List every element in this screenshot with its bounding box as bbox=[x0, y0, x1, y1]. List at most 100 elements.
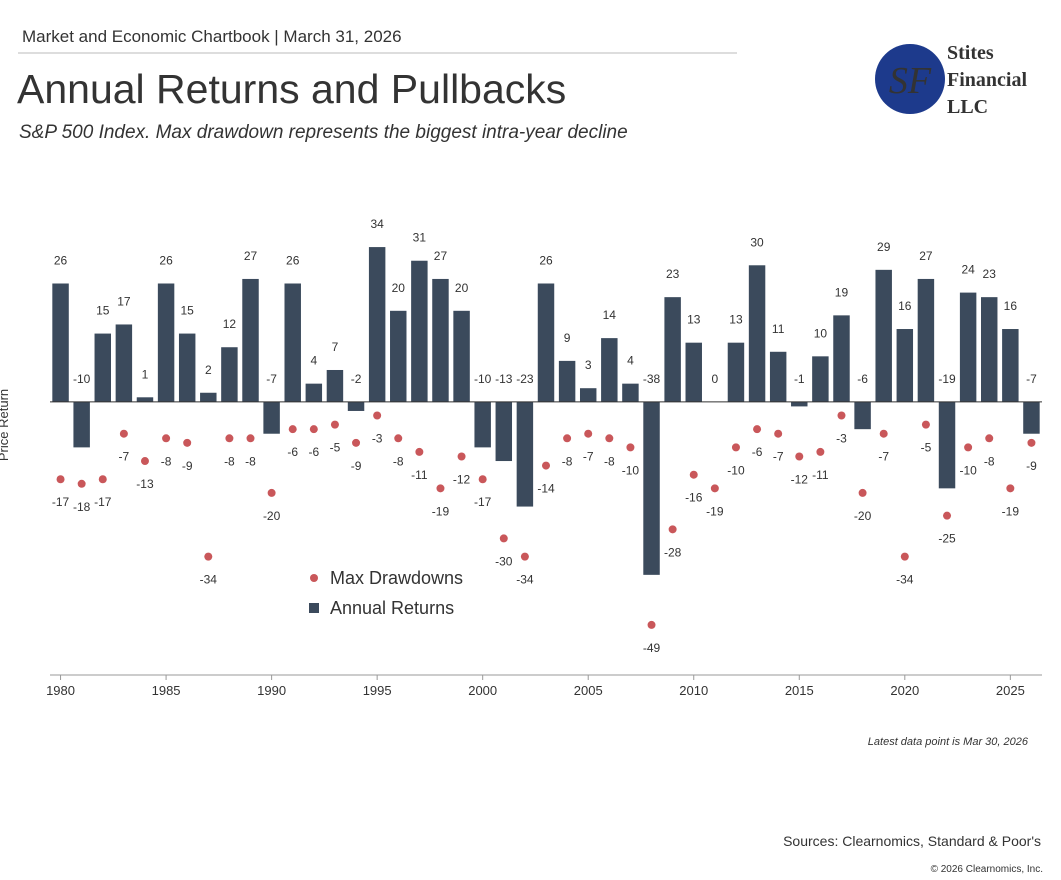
bar bbox=[52, 283, 69, 402]
bar-value-label: 19 bbox=[835, 285, 849, 299]
bar bbox=[305, 383, 323, 402]
bar bbox=[94, 333, 111, 402]
dot bbox=[816, 447, 825, 456]
bar bbox=[875, 269, 892, 402]
logo-circle bbox=[875, 44, 945, 114]
bar bbox=[157, 283, 175, 402]
bar-value-label: 4 bbox=[310, 354, 317, 368]
bar bbox=[474, 401, 491, 448]
bar bbox=[791, 401, 808, 407]
dot-value-label: -17 bbox=[94, 495, 112, 509]
dot-value-label: -11 bbox=[411, 468, 428, 482]
bar-value-label: 23 bbox=[983, 267, 997, 281]
dot bbox=[795, 452, 804, 461]
bar-value-label: 11 bbox=[772, 322, 785, 336]
dot bbox=[626, 443, 635, 452]
dot-value-label: -17 bbox=[52, 495, 70, 509]
x-tick-label: 2005 bbox=[574, 683, 603, 698]
x-tick-label: 2010 bbox=[679, 683, 708, 698]
copyright: © 2026 Clearnomics, Inc. bbox=[931, 864, 1043, 875]
dot-value-label: -19 bbox=[1002, 504, 1020, 518]
dot bbox=[858, 488, 867, 497]
bar bbox=[516, 401, 534, 507]
dot-value-label: -6 bbox=[287, 445, 298, 459]
bar bbox=[959, 292, 977, 402]
dot-value-label: -25 bbox=[938, 532, 956, 546]
bar-value-label: -10 bbox=[474, 372, 492, 386]
bar-value-label: 16 bbox=[1004, 299, 1018, 313]
dot-value-label: -34 bbox=[200, 573, 218, 587]
bar bbox=[495, 401, 513, 462]
bar-value-label: -7 bbox=[266, 372, 277, 386]
dot bbox=[605, 434, 614, 443]
bar-value-label: 14 bbox=[603, 308, 617, 322]
dot-value-label: -9 bbox=[1026, 459, 1037, 473]
bar-value-label: 26 bbox=[54, 253, 68, 267]
dot-value-label: -5 bbox=[921, 441, 932, 455]
bar bbox=[1023, 401, 1040, 434]
dot-value-label: -8 bbox=[604, 454, 615, 468]
dot-value-label: -19 bbox=[432, 504, 450, 518]
dot bbox=[267, 488, 276, 497]
dot-value-label: -18 bbox=[73, 500, 91, 514]
dot bbox=[921, 420, 930, 429]
bar-value-label: 34 bbox=[370, 217, 384, 231]
dot-value-label: -8 bbox=[393, 454, 404, 468]
dot bbox=[478, 475, 487, 484]
bar-value-label: 2 bbox=[205, 363, 212, 377]
dot-value-label: -13 bbox=[136, 477, 154, 491]
bar-value-label: -6 bbox=[857, 372, 868, 386]
bar bbox=[390, 310, 407, 402]
bar-value-label: -7 bbox=[1026, 372, 1037, 386]
dot-value-label: -9 bbox=[182, 459, 193, 473]
dot-value-label: -3 bbox=[372, 432, 383, 446]
bar bbox=[664, 297, 681, 402]
bar-value-label: -23 bbox=[516, 372, 534, 386]
bar-value-label: 16 bbox=[898, 299, 912, 313]
bar bbox=[284, 283, 301, 402]
dot bbox=[225, 434, 234, 443]
dot-value-label: -8 bbox=[224, 454, 235, 468]
bar bbox=[326, 369, 344, 402]
dot-value-label: -28 bbox=[664, 545, 682, 559]
dot bbox=[985, 434, 994, 443]
dot bbox=[98, 475, 107, 484]
bar bbox=[73, 401, 90, 448]
bar-value-label: 26 bbox=[286, 253, 300, 267]
dot-value-label: -7 bbox=[583, 450, 594, 464]
legend-swatch bbox=[310, 574, 318, 582]
bar-value-label: 10 bbox=[814, 326, 828, 340]
x-tick-label: 2000 bbox=[468, 683, 497, 698]
bar-value-label: 23 bbox=[666, 267, 680, 281]
dot bbox=[394, 434, 403, 443]
bar-value-label: 31 bbox=[413, 231, 427, 245]
bar bbox=[769, 351, 787, 402]
bar-value-label: -13 bbox=[495, 372, 513, 386]
dot-value-label: -16 bbox=[685, 491, 703, 505]
dot bbox=[499, 534, 508, 543]
x-tick-label: 2020 bbox=[890, 683, 919, 698]
bar-value-label: 1 bbox=[142, 367, 149, 381]
dot-value-label: -34 bbox=[516, 573, 534, 587]
dot bbox=[309, 425, 318, 434]
dot-value-label: -8 bbox=[245, 454, 256, 468]
bar-value-label: 13 bbox=[687, 313, 701, 327]
dot bbox=[373, 411, 382, 420]
bar-value-label: 13 bbox=[729, 313, 743, 327]
x-tick-label: 1985 bbox=[152, 683, 181, 698]
legend-swatch bbox=[309, 603, 319, 613]
dot-value-label: -34 bbox=[896, 573, 914, 587]
legend-label: Max Drawdowns bbox=[330, 568, 463, 588]
bar bbox=[221, 347, 238, 402]
dot-value-label: -9 bbox=[351, 459, 362, 473]
bar bbox=[263, 401, 280, 434]
dot bbox=[77, 479, 86, 488]
bar bbox=[1002, 329, 1019, 402]
dot bbox=[710, 484, 719, 493]
bar bbox=[896, 329, 914, 402]
dot bbox=[1006, 484, 1015, 493]
logo-name: LLC bbox=[947, 96, 988, 118]
bar bbox=[685, 342, 702, 402]
dot-value-label: -10 bbox=[622, 463, 640, 477]
x-tick-label: 1995 bbox=[363, 683, 392, 698]
